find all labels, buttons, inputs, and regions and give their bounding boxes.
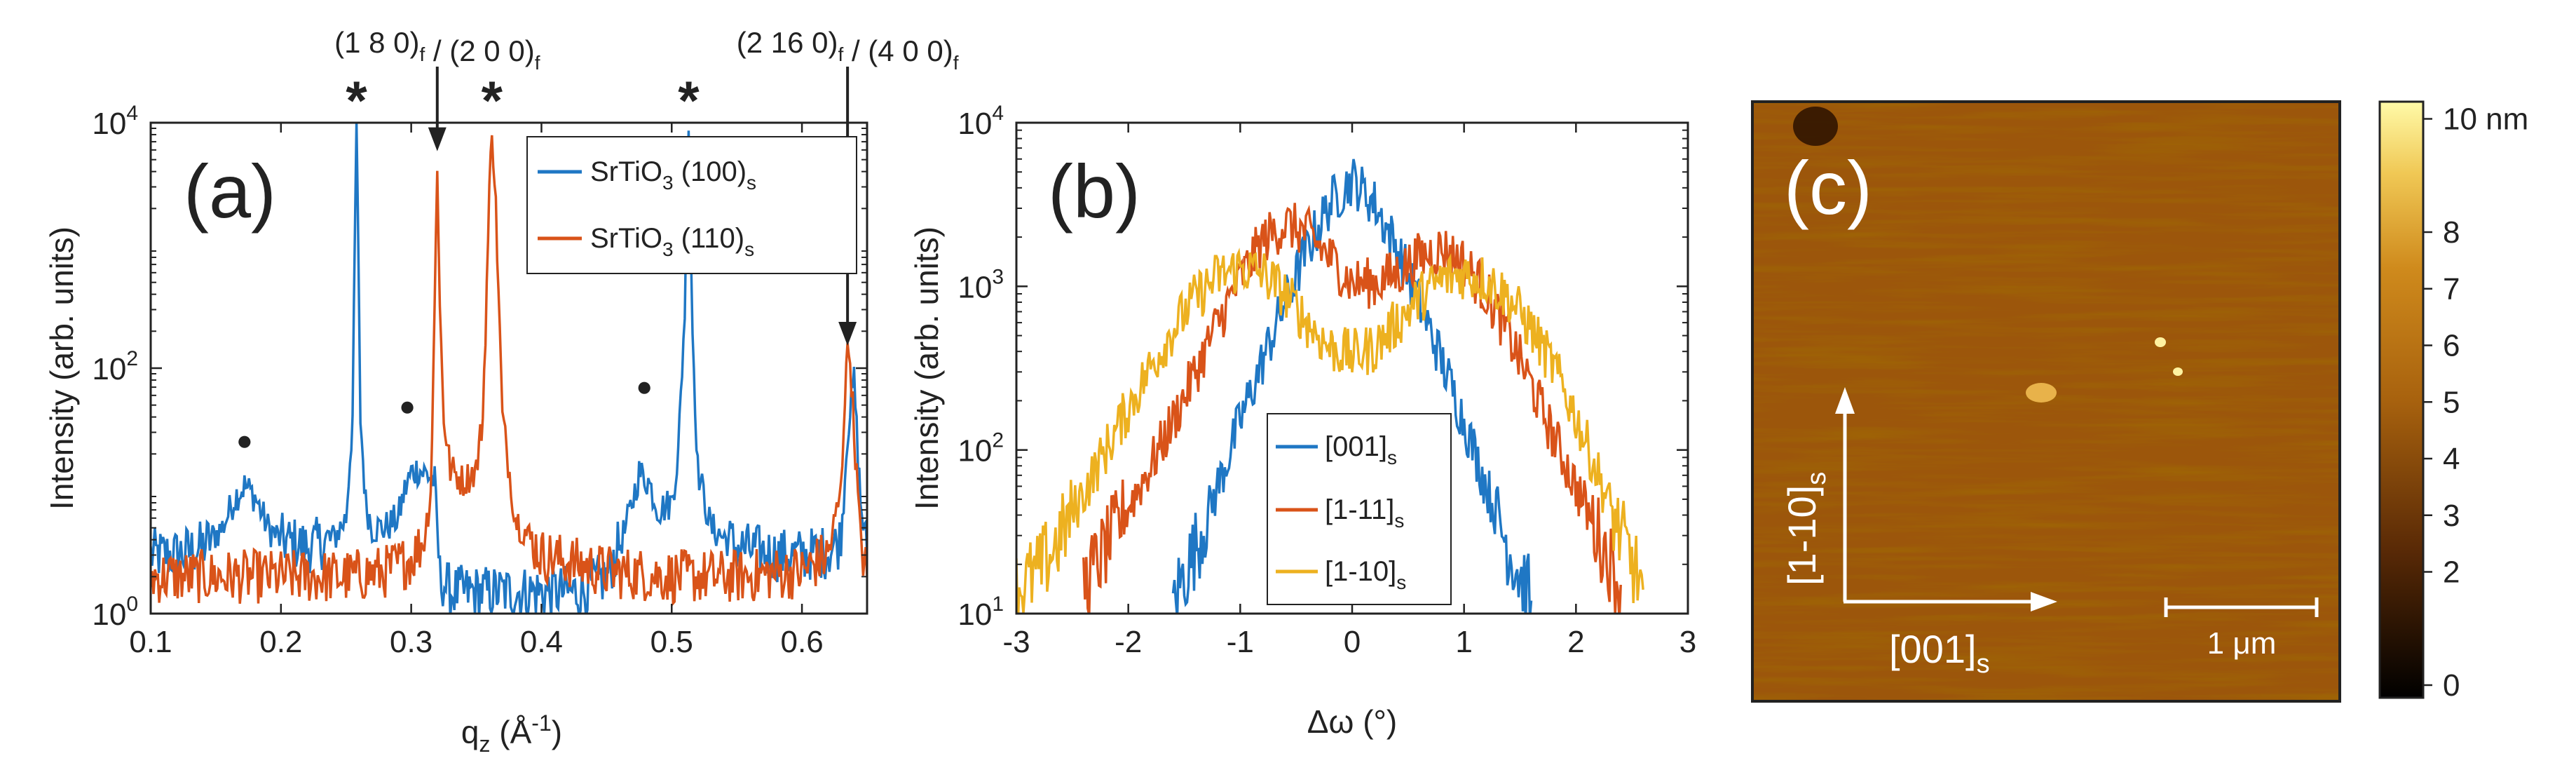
x-tick-label: 2 <box>1567 625 1584 659</box>
panel-b-legend: [001]s [1-11]s [1-10]s <box>1267 413 1452 605</box>
colorbar-tick-label: 7 <box>2443 272 2460 306</box>
colorbar-tick-label: 0 <box>2443 668 2460 703</box>
colorbar <box>2378 100 2425 699</box>
satellite-peak-dot: ● <box>236 425 253 456</box>
panel-b-series <box>1016 158 1644 614</box>
y-tick-label: 102 <box>958 429 1004 468</box>
scale-bar: 1 μm <box>2164 597 2319 661</box>
x-tick-label: 0.3 <box>390 625 432 659</box>
panel-b: -3 -2 -1 0 1 2 3 101 102 103 104 (b) Intensity (a… <box>908 102 1696 740</box>
arrow-down-icon <box>838 322 857 346</box>
panel-a-arrows: (1 8 0)f / (2 0 0)f (2 16 0)f / (4 0 0)f <box>334 26 959 346</box>
afm-axis-vertical-label: [1-10]s <box>1780 472 1832 586</box>
series-line-1 <box>151 135 867 607</box>
colorbar-tick-label: 8 <box>2443 215 2460 250</box>
crystal-axes: [1-10]s [001]s <box>1780 387 2057 679</box>
x-tick-label: -3 <box>1002 625 1030 659</box>
x-tick-label: 0 <box>1344 625 1361 659</box>
panel-a-y-ticks: 100 102 104 <box>92 102 867 632</box>
colorbar-tick-label: 4 <box>2443 442 2460 476</box>
panel-b-legend-label-2: [1-10]s <box>1325 556 1406 593</box>
panel-a-legend-label-1: SrTiO3 (110)s <box>590 223 754 260</box>
panel-a-series <box>151 123 867 614</box>
x-tick-label: 1 <box>1455 625 1472 659</box>
colorbar-ticks: 0 2 3 4 5 6 7 8 10 nm <box>2423 102 2528 703</box>
x-tick-label: -1 <box>1227 625 1254 659</box>
y-tick-label: 101 <box>958 593 1004 632</box>
x-tick-label: 0.6 <box>781 625 824 659</box>
colorbar-tick-label: 3 <box>2443 499 2460 533</box>
panel-b-y-ticks: 101 102 103 104 <box>958 102 1688 632</box>
panel-a: 0.1 0.2 0.3 0.4 0.5 0.6 100 102 104 * * * ● ● ● (1 8… <box>43 26 959 757</box>
substrate-peak-star: * <box>346 69 367 131</box>
x-tick-label: 0.5 <box>650 625 693 659</box>
panel-c-letter: (c) <box>1784 145 1872 230</box>
colorbar-tick-label: 6 <box>2443 329 2460 363</box>
series-line-0 <box>151 123 867 614</box>
y-tick-label: 104 <box>92 102 138 141</box>
x-tick-label: 0.1 <box>129 625 172 659</box>
panel-b-legend-label-1: [1-11]s <box>1325 494 1404 532</box>
peak-assignment-label: (2 16 0)f / (4 0 0)f <box>737 26 959 74</box>
y-tick-label: 103 <box>958 265 1004 304</box>
afm-particle <box>2155 337 2166 347</box>
x-tick-label: 3 <box>1679 625 1696 659</box>
panel-b-ylabel: Intensity (arb. units) <box>908 227 945 510</box>
panel-c: (c) [1-10]s [001]s 1 μm 0 2 3 4 5 6 7 8 10 nm <box>1751 100 2528 703</box>
panel-a-annotations: * * * ● ● ● <box>236 69 700 456</box>
series-line-1 <box>1082 203 1622 614</box>
arrow-up-icon <box>1835 387 1855 414</box>
arrow-down-icon <box>428 127 447 151</box>
y-tick-label: 102 <box>92 347 138 386</box>
satellite-peak-dot: ● <box>399 391 416 422</box>
arrow-right-icon <box>2031 592 2057 611</box>
y-tick-label: 104 <box>958 102 1004 141</box>
scale-bar-label: 1 μm <box>2207 626 2277 661</box>
panel-b-xlabel: Δω (°) <box>1307 703 1397 740</box>
afm-dark-pit <box>1793 107 1838 146</box>
afm-particle <box>2026 383 2057 403</box>
panel-a-letter: (a) <box>184 149 276 234</box>
panel-a-x-ticks: 0.1 0.2 0.3 0.4 0.5 0.6 <box>129 123 824 659</box>
panel-a-legend: SrTiO3 (100)s SrTiO3 (110)s <box>526 136 857 274</box>
panel-b-letter: (b) <box>1048 149 1140 234</box>
y-tick-label: 100 <box>92 593 138 632</box>
panel-a-ylabel: Intensity (arb. units) <box>43 227 80 510</box>
series-line-0 <box>1171 158 1533 614</box>
panel-a-xlabel: qz (Å-1) <box>461 710 562 757</box>
afm-image-frame <box>1751 100 2341 703</box>
x-tick-label: -2 <box>1115 625 1142 659</box>
colorbar-tick-label: 2 <box>2443 555 2460 590</box>
substrate-peak-star: * <box>678 69 700 131</box>
panel-a-legend-label-0: SrTiO3 (100)s <box>590 156 756 194</box>
x-tick-label: 0.2 <box>259 625 302 659</box>
colorbar-tick-label: 5 <box>2443 385 2460 419</box>
satellite-peak-dot: ● <box>636 371 653 402</box>
substrate-peak-star: * <box>482 69 503 131</box>
afm-axis-horizontal-label: [001]s <box>1889 627 1990 679</box>
afm-particle <box>2173 367 2183 376</box>
peak-assignment-label: (1 8 0)f / (2 0 0)f <box>334 26 540 74</box>
series-line-2 <box>1016 248 1644 614</box>
colorbar-tick-label: 10 nm <box>2443 102 2528 137</box>
panel-b-x-ticks: -3 -2 -1 0 1 2 3 <box>1002 123 1696 659</box>
x-tick-label: 0.4 <box>520 625 563 659</box>
panel-b-legend-label-0: [001]s <box>1325 431 1397 468</box>
